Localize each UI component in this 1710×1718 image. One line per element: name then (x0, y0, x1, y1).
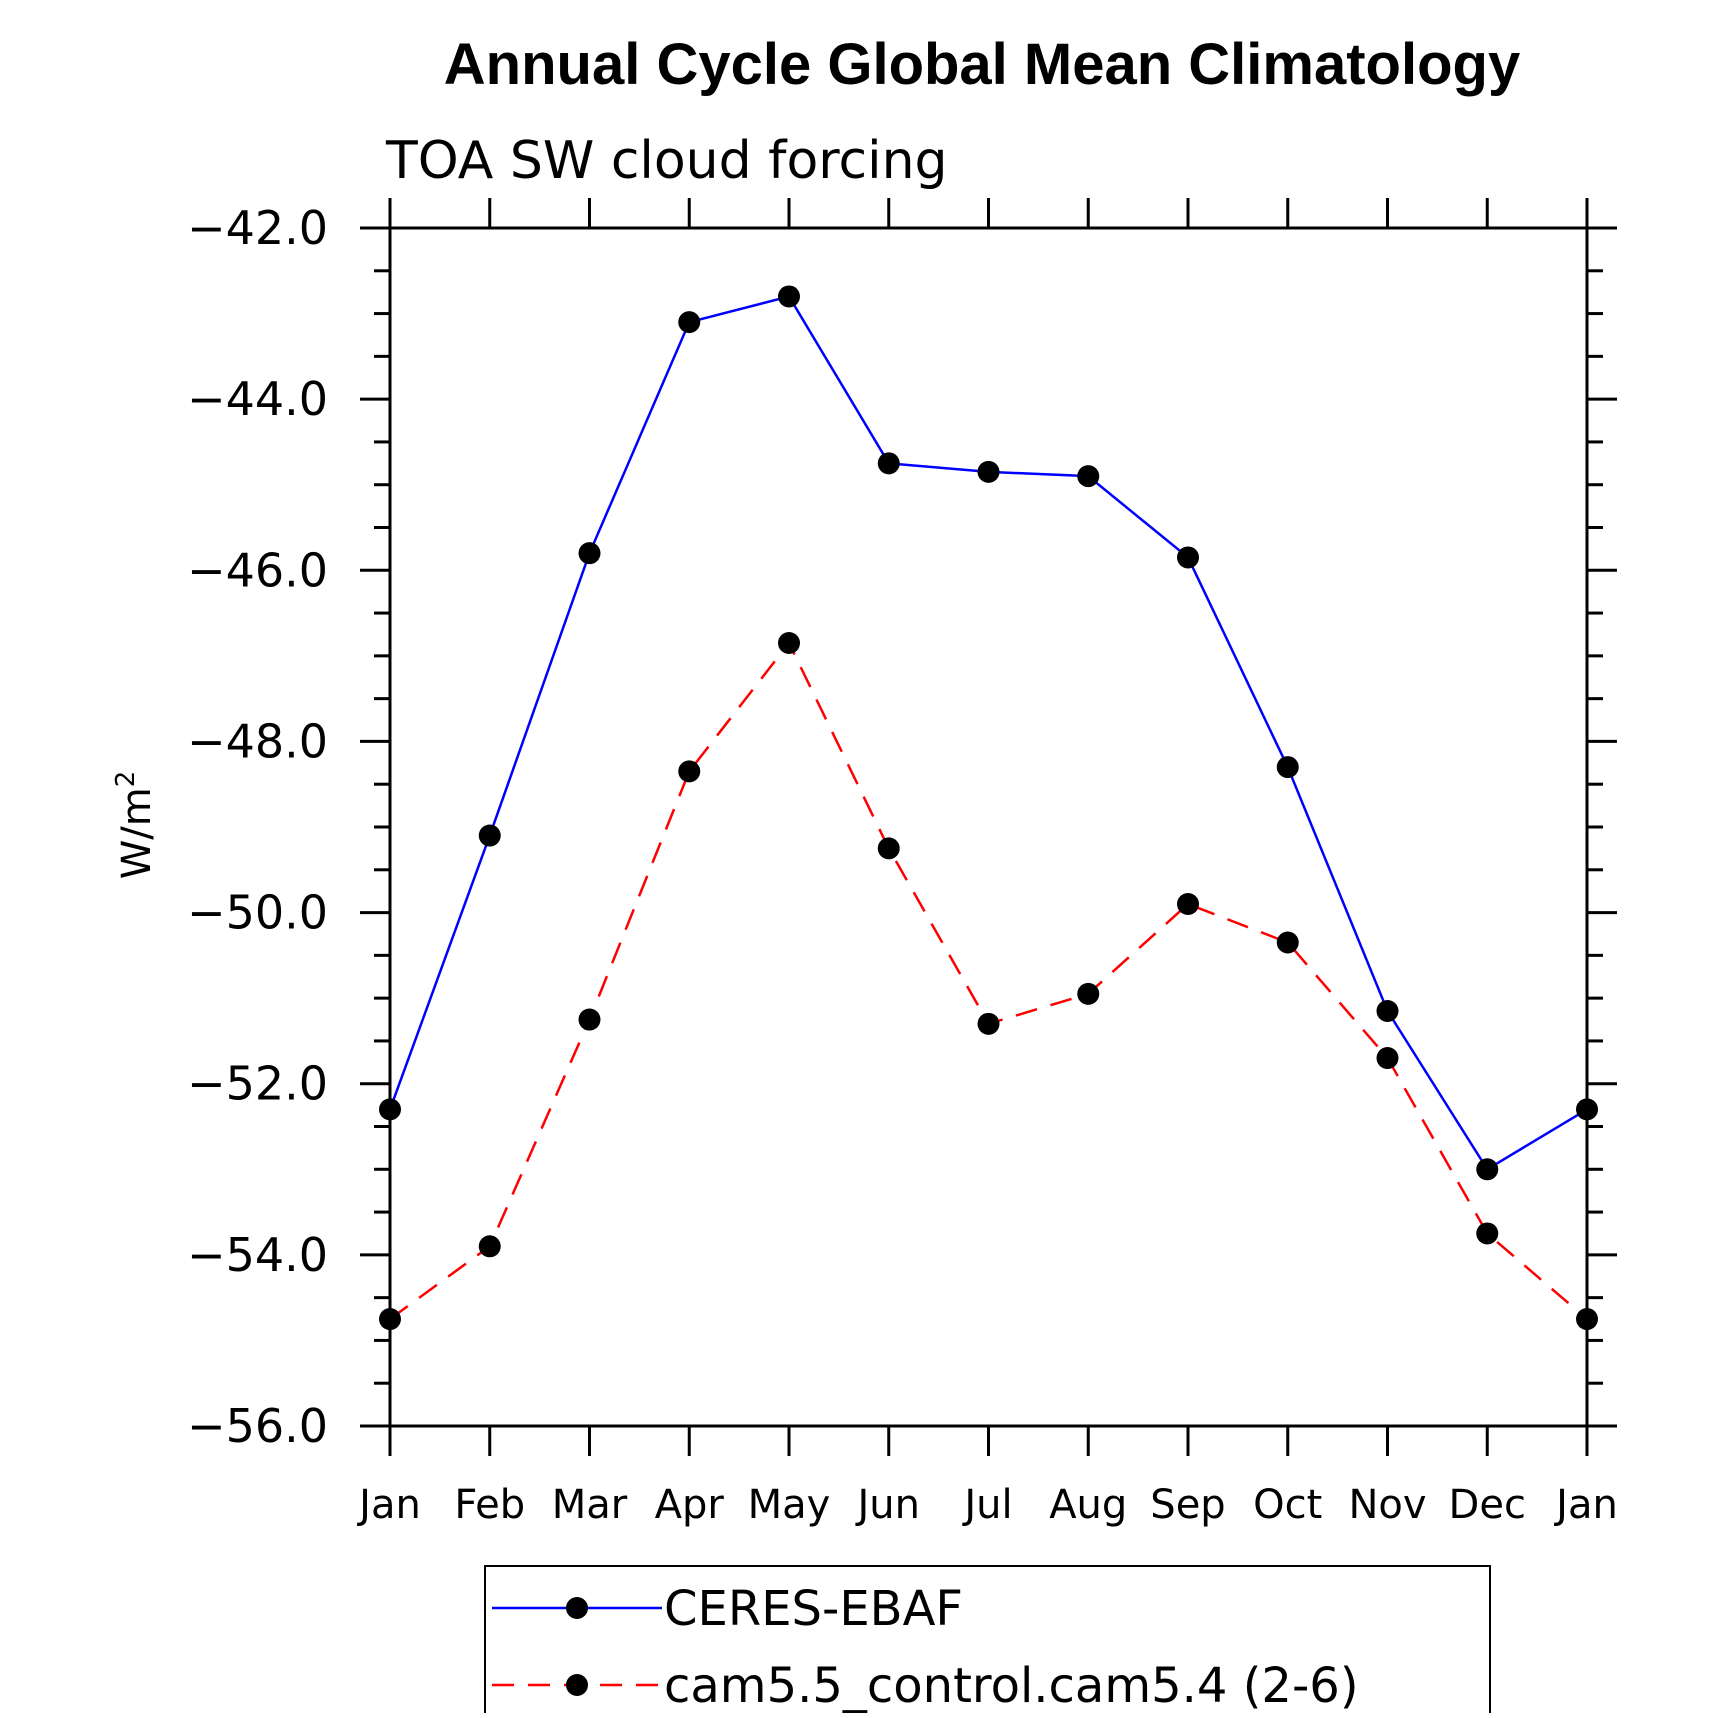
legend-label: cam5.5_control.cam5.4 (2-6) (664, 1658, 1359, 1713)
data-point (778, 285, 800, 308)
data-point (1177, 893, 1199, 916)
legend: CERES-EBAF cam5.5_control.cam5.4 (2-6) (484, 1565, 1491, 1718)
legend-entries: CERES-EBAF cam5.5_control.cam5.4 (2-6) (492, 1581, 1359, 1714)
y-tick-label: −56.0 (187, 1399, 328, 1453)
series-line (389, 640, 1588, 1321)
axis-ticks (360, 198, 1617, 1456)
data-point (478, 1235, 501, 1258)
y-tick-label: −54.0 (187, 1228, 328, 1282)
series-line (388, 295, 1588, 1171)
y-tick-label: −44.0 (187, 372, 328, 426)
x-tick-label: Jan (1553, 1482, 1618, 1528)
chart-subtitle: TOA SW cloud forcing (385, 131, 948, 191)
data-point (379, 1098, 401, 1121)
x-tick-label: May (748, 1482, 831, 1528)
y-tick-label: −50.0 (187, 886, 328, 940)
x-tick-label: Nov (1348, 1482, 1426, 1528)
series-layer (379, 285, 1598, 1331)
x-tick-label: Jul (961, 1482, 1012, 1528)
x-tick-labels: Jan Feb Mar Apr May Jun Jul Aug Sep Oct Nov Dec Jan (356, 1482, 1618, 1528)
x-tick-label: Apr (655, 1482, 725, 1528)
x-tick-label: Sep (1150, 1482, 1225, 1528)
data-point (877, 837, 900, 860)
legend-box (484, 1565, 1491, 1718)
y-tick-label: −48.0 (187, 714, 328, 768)
data-point (1276, 756, 1299, 779)
data-point (379, 1308, 401, 1331)
legend-marker (566, 1674, 588, 1696)
data-point (1476, 1222, 1499, 1245)
series-1 (379, 285, 1598, 1181)
y-axis-label-superscript: 2 (111, 771, 141, 788)
data-point (977, 460, 1000, 483)
data-point (578, 542, 601, 565)
data-point (877, 452, 900, 475)
data-point (478, 824, 501, 847)
x-tick-label: Oct (1253, 1482, 1322, 1528)
data-point (977, 1012, 1000, 1035)
x-tick-label: Mar (552, 1482, 628, 1528)
y-tick-labels: −42.0 −44.0 −46.0 −48.0 −50.0 −52.0 −54.0 −56.0 (187, 201, 328, 1453)
data-point (678, 760, 701, 783)
x-tick-label: Feb (454, 1482, 525, 1528)
x-tick-label: Aug (1049, 1482, 1127, 1528)
data-point (1077, 465, 1100, 488)
x-tick-label: Dec (1449, 1482, 1526, 1528)
y-axis-label: W/m2 (111, 771, 160, 880)
data-point (1376, 999, 1399, 1022)
legend-marker (566, 1597, 588, 1619)
x-tick-label: Jan (356, 1482, 421, 1528)
data-point (1576, 1308, 1598, 1331)
data-point (1576, 1098, 1598, 1121)
svg-text:W/m2: W/m2 (111, 771, 160, 880)
data-point (578, 1008, 601, 1031)
data-point (1376, 1047, 1399, 1070)
plot-frame (388, 226, 1589, 1428)
legend-label: CERES-EBAF (664, 1581, 963, 1637)
y-tick-label: −52.0 (187, 1057, 328, 1111)
chart-title: Annual Cycle Global Mean Climatology (444, 32, 1520, 97)
data-point (1476, 1158, 1499, 1181)
series-2 (379, 632, 1598, 1331)
data-point (678, 311, 701, 334)
y-axis-label-text: W/m (114, 787, 160, 879)
y-tick-label: −46.0 (187, 543, 328, 597)
x-tick-label: Jun (855, 1482, 921, 1528)
data-point (1177, 546, 1199, 569)
data-point (1077, 982, 1100, 1005)
data-point (778, 632, 800, 655)
data-point (1276, 931, 1299, 954)
y-tick-label: −42.0 (187, 201, 328, 255)
